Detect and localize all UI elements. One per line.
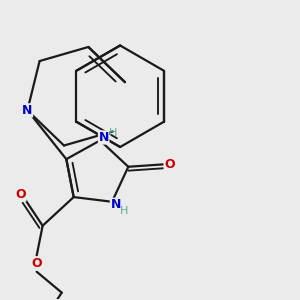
Text: N: N <box>98 131 109 144</box>
Text: H: H <box>108 128 117 138</box>
Text: O: O <box>31 257 42 270</box>
Text: N: N <box>22 104 33 117</box>
Text: H: H <box>120 206 129 216</box>
Text: O: O <box>164 158 175 171</box>
Text: N: N <box>110 198 121 211</box>
Text: O: O <box>15 188 26 201</box>
